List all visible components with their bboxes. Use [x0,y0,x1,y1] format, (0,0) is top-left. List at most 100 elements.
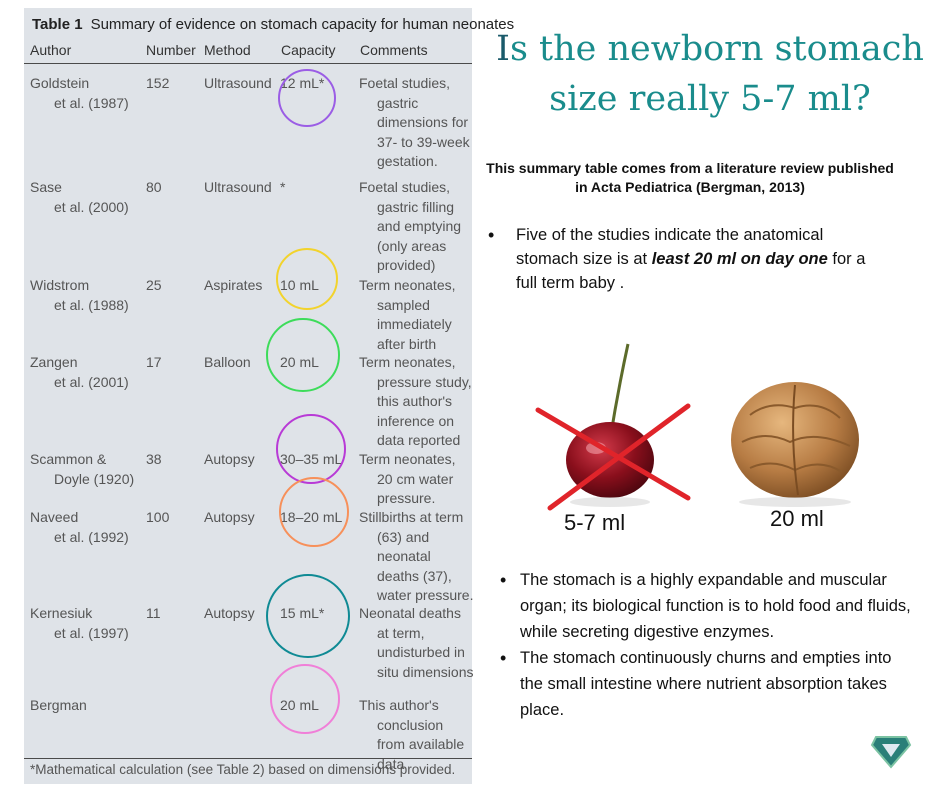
cell-comments: This author's conclusion from available d… [359,696,474,774]
bullet-text: Five of the studies indicate the anatomi… [516,226,824,268]
cherry-icon [566,343,654,507]
table-footer-divider [24,758,472,759]
comment-lead: This author's [359,697,439,713]
table-header-row: Author Number Method Capacity Comments [24,40,472,64]
author-year: et al. (2000) [54,198,129,215]
author-year: et al. (2001) [54,373,129,390]
header-number: Number [146,42,196,58]
author-name: Sase [30,179,62,195]
cell-method: Aspirates [204,277,263,293]
list-item: The stomach continuously churns and empt… [498,645,918,723]
cell-number: 152 [146,75,170,91]
comment-lead: Foetal studies, [359,75,451,91]
cell-method: Balloon [204,354,251,370]
superhero-shield-logo-icon [870,736,912,769]
cell-author: Bergman [30,696,145,716]
comment-detail: conclusion from available data [377,716,465,772]
walnut-icon [731,382,859,507]
capacity-highlight-circle [266,574,350,658]
cell-author: Zangen et al. (2001) [30,353,145,392]
author-year: et al. (1992) [54,528,129,545]
author-name: Kernesiuk [30,605,93,621]
comment-lead: Term neonates, [359,451,456,467]
capacity-highlight-circle [276,414,346,484]
cell-number: 80 [146,179,162,195]
cell-comments: Foetal studies, gastric dimensions for 37… [359,74,474,172]
cell-comments: Stillbirths at term (63) and neonatal dea… [359,508,474,606]
author-name: Goldstein [30,75,90,91]
cherry-vs-walnut-image [535,343,859,511]
cell-method: Ultrasound [204,75,272,91]
bullet-text-end: for a full term baby . [516,250,866,292]
list-item: Five of the studies indicate the anatomi… [482,223,882,295]
comment-detail: at term, undisturbed in situ dimensions [377,624,474,680]
cell-comments: Foetal studies, gastric filling and empty… [359,178,474,276]
header-method: Method [204,42,251,58]
author-year: et al. (1987) [54,94,129,111]
comment-detail: gastric filling and emptying (only areas… [377,198,462,274]
cell-author: Goldstein et al. (1987) [30,74,145,113]
cell-comments: Neonatal deaths at term, undisturbed in s… [359,604,474,682]
cell-method: Ultrasound [204,179,272,195]
cell-comments: Term neonates, sampled immediately after … [359,276,474,354]
title-text: s the newborn stomach size really 5-7 ml… [509,29,924,119]
author-year: et al. (1997) [54,624,129,641]
comment-detail: pressure study, this author's inference … [377,373,472,449]
comment-lead: Foetal studies, [359,179,451,195]
cell-capacity: * [280,179,286,195]
cell-number: 100 [146,509,170,525]
key-finding-list: Five of the studies indicate the anatomi… [482,223,882,295]
bullet-emphasis: least 20 ml on day one [651,250,828,268]
stomach-facts-list: The stomach is a highly expandable and m… [498,567,918,723]
comment-lead: Neonatal deaths [359,605,461,621]
evidence-table: Table 1 Summary of evidence on stomach ca… [24,8,514,784]
author-name: Bergman [30,697,87,713]
header-comments: Comments [360,42,428,58]
author-name: Scammon & [30,451,107,467]
table-number: Table 1 [32,16,83,33]
author-name: Widstrom [30,277,90,293]
capacity-highlight-circle [266,318,340,392]
page-title: Is the newborn stomach size really 5-7 m… [488,24,932,124]
comment-lead: Term neonates, [359,354,456,370]
cell-method: Autopsy [204,605,255,621]
cell-comments: Term neonates, pressure study, this autho… [359,353,474,451]
cell-author: Kernesiuk et al. (1997) [30,604,145,643]
cell-number: 38 [146,451,162,467]
cell-method: Autopsy [204,451,255,467]
comment-lead: Stillbirths at term [359,509,464,525]
walnut-size-label: 20 ml [770,506,824,531]
cell-author: Naveed et al. (1992) [30,508,145,547]
cell-comments: Term neonates, 20 cm water pressure. [359,450,474,509]
cell-number: 25 [146,277,162,293]
cell-number: 17 [146,354,162,370]
cross-out-icon [535,403,691,511]
cell-number: 11 [146,605,161,621]
header-capacity: Capacity [281,42,336,58]
cell-author: Widstrom et al. (1988) [30,276,145,315]
cherry-size-label: 5-7 ml [564,510,626,535]
header-author: Author [30,42,72,58]
cell-author: Sase et al. (2000) [30,178,145,217]
cell-method: Autopsy [204,509,255,525]
cell-author: Scammon & Doyle (1920) [30,450,145,489]
author-year: et al. (1988) [54,296,129,313]
table-title: Table 1 Summary of evidence on stomach ca… [32,16,514,33]
capacity-highlight-circle [276,248,338,310]
title-first-letter: I [496,29,510,69]
capacity-highlight-circle [270,664,340,734]
author-year: Doyle (1920) [54,470,135,487]
source-summary: This summary table comes from a literatu… [486,160,894,195]
comment-detail: gastric dimensions for 37- to 39-week ge… [377,94,470,170]
comment-lead: Term neonates, [359,277,456,293]
comment-detail: sampled immediately after birth [377,296,452,352]
capacity-highlight-circle [279,477,349,547]
comment-detail: 20 cm water pressure. [377,470,454,507]
size-comparison-illustration: 5-7 ml 20 ml [510,330,890,560]
table-caption: Summary of evidence on stomach capacity … [90,16,515,33]
capacity-highlight-circle [278,69,336,127]
list-item: The stomach is a highly expandable and m… [498,567,918,645]
author-name: Zangen [30,354,78,370]
table-footnote: *Mathematical calculation (see Table 2) … [30,762,456,777]
author-name: Naveed [30,509,79,525]
